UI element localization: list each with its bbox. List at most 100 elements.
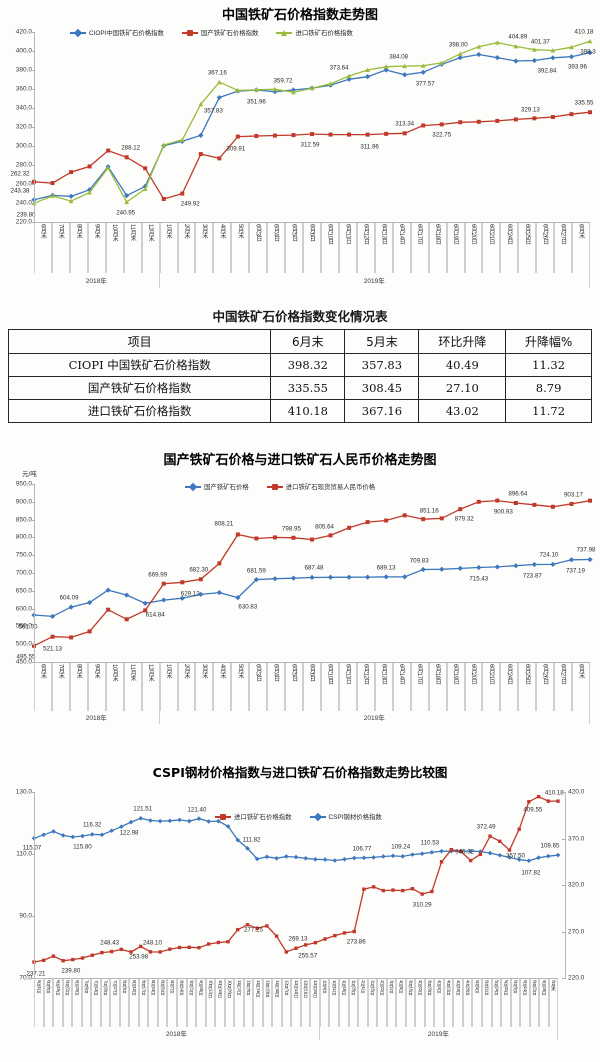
y-tick-label: 370.0 xyxy=(568,835,585,842)
category-tick: 11月末 xyxy=(123,663,142,711)
axis-tick xyxy=(562,792,566,793)
table-cell: 357.83 xyxy=(344,353,420,377)
legend-item[interactable]: CSPI钢材价格指数 xyxy=(309,812,382,821)
category-tick: 6月14日 xyxy=(392,663,411,711)
legend-marker xyxy=(186,29,193,36)
y-tick-label: 550.0 xyxy=(15,622,32,630)
category-label: 3月8日 xyxy=(398,980,404,994)
category-tick: 8月31日 xyxy=(157,979,168,1027)
data-point-label: 737.19 xyxy=(565,567,585,575)
category-label: 6月末 xyxy=(551,980,557,991)
category-tick: 6月11日 xyxy=(338,223,357,273)
data-point-label: 896.64 xyxy=(508,490,528,498)
axis-tick xyxy=(31,70,35,71)
category-label: 11月23日 xyxy=(265,980,271,998)
legend-line-swatch xyxy=(309,812,326,821)
data-point-label: 322.75 xyxy=(432,131,452,139)
category-label: 6月5日 xyxy=(290,664,297,682)
legend-item[interactable]: 进口铁矿石价格指数 xyxy=(276,28,353,37)
category-label: 6月20日 xyxy=(469,664,476,685)
category-label: 2月15日 xyxy=(370,980,376,996)
chart-3-category-axis: 6月1日 6月8日 6月15日 6月22日 6月29日 7月6日 7月13日 7月20日 7月2… xyxy=(34,978,559,1027)
legend-label: CIOPI中国铁矿石价格指数 xyxy=(89,30,164,37)
category-tick: 6月24日 xyxy=(500,223,519,273)
data-point-label: 724.10 xyxy=(539,551,559,559)
category-label: 10月末 xyxy=(111,224,118,242)
category-tick: 6月12日 xyxy=(356,223,375,273)
data-point-label: 288.12 xyxy=(121,144,141,152)
category-tick: 7月6日 xyxy=(81,979,92,1027)
y-tick-label: 700.0 xyxy=(15,569,32,577)
axis-tick xyxy=(31,51,35,52)
category-label: 6月26日 xyxy=(541,224,548,245)
category-tick: 6月13日 xyxy=(374,223,393,273)
data-point-label: 253.98 xyxy=(129,953,149,961)
y-tick-label: 900.0 xyxy=(15,498,32,506)
legend-item[interactable]: 国产铁矿石价格 xyxy=(185,482,249,491)
category-label: 3月末 xyxy=(200,664,207,679)
category-tick: 6月20日 xyxy=(464,663,483,711)
category-label: 5月24日 xyxy=(494,980,500,996)
legend-item[interactable]: 进口铁矿石价格指数 xyxy=(215,812,292,821)
chart-1-y-axis-labels: 220.0 240.0 260.0 280.0 300.0 320.0 340.0 360.0… xyxy=(0,24,34,239)
category-tick: 6月20日 xyxy=(464,223,483,273)
data-point-label: 410.18 xyxy=(574,28,594,36)
chart-3-year-row: 2018年 2019年 xyxy=(34,1026,558,1040)
category-tick: 6月4日 xyxy=(267,223,286,273)
axis-tick xyxy=(31,792,35,793)
category-label: 6月4日 xyxy=(272,664,279,682)
category-label: 5月末 xyxy=(236,664,243,679)
category-label: 4月末 xyxy=(218,224,225,239)
data-point-label: 630.83 xyxy=(238,603,258,611)
category-tick: 1月末 xyxy=(159,663,178,711)
category-tick: 6月15日 xyxy=(53,979,63,1027)
legend-item[interactable]: 进口铁矿石现货贸易人民币价格 xyxy=(266,482,375,491)
legend-item[interactable]: 国产铁矿石价格指数 xyxy=(181,28,258,37)
data-point-label: 249.92 xyxy=(180,200,200,208)
category-tick: 6月12日 xyxy=(356,663,375,711)
category-tick: 6月19日 xyxy=(446,663,465,711)
legend-item[interactable]: CIOPI中国铁矿石价格指数 xyxy=(70,28,164,37)
category-label: 9月28日 xyxy=(198,980,204,996)
y-tick-label: 320.0 xyxy=(568,881,585,889)
chart-3-legend: 进口铁矿石价格指数 CSPI钢材价格指数 xyxy=(215,812,382,821)
y-tick-label: 600.0 xyxy=(15,605,32,613)
data-point-label: 581.90 xyxy=(18,623,38,631)
chart-2-plot-area: 元/吨 450.0 500.0 550.0 600.0 650.0 700.0 750.0 8… xyxy=(0,471,600,669)
category-label: 7月20日 xyxy=(103,980,109,996)
year-group-label: 2019年 xyxy=(160,710,590,724)
data-point-label: 808.21 xyxy=(214,520,234,528)
category-tick: 4月26日 xyxy=(462,979,473,1027)
category-label: 8月17日 xyxy=(141,980,147,996)
category-tick: 9月末 xyxy=(87,663,106,711)
y-tick-label: 300.0 xyxy=(15,142,32,150)
data-point-label: 393.96 xyxy=(567,63,587,71)
category-label: 9月7日 xyxy=(170,980,176,994)
category-label: 10月末 xyxy=(111,664,118,682)
chart-2-unit-label: 元/吨 xyxy=(22,471,37,478)
category-tick: 6月10日 xyxy=(321,663,339,711)
data-point-label: 629.12 xyxy=(180,590,200,598)
data-point-label: 277.25 xyxy=(244,926,263,934)
legend-label: 国产铁矿石价格 xyxy=(204,484,249,491)
category-tick: 5月24日 xyxy=(491,979,502,1027)
data-point-label: 805.64 xyxy=(315,523,334,531)
category-label: 8月末 xyxy=(75,664,82,679)
category-label: 4月19日 xyxy=(456,980,462,996)
y-tick-label: 650.0 xyxy=(15,587,32,595)
data-point-label: 681.59 xyxy=(246,567,266,575)
data-point-label: 106.77 xyxy=(352,845,372,853)
category-label: 6月28日 xyxy=(541,980,547,996)
category-label: 10月19日 xyxy=(217,980,223,998)
legend-label: CSPI钢材价格指数 xyxy=(328,814,382,821)
category-label: 6月10日 xyxy=(326,224,333,245)
category-label: 6月19日 xyxy=(452,224,459,245)
chart-2-y-axis-labels: 450.0 500.0 550.0 600.0 650.0 700.0 750.0 800.0… xyxy=(0,474,34,669)
axis-tick xyxy=(31,165,35,166)
category-tick: 2月末 xyxy=(177,663,196,711)
category-label: 9月21日 xyxy=(189,980,195,996)
data-point-label: 669.99 xyxy=(148,571,168,579)
category-tick: 7月13日 xyxy=(91,979,101,1027)
category-tick: 6月14日 xyxy=(392,223,411,273)
